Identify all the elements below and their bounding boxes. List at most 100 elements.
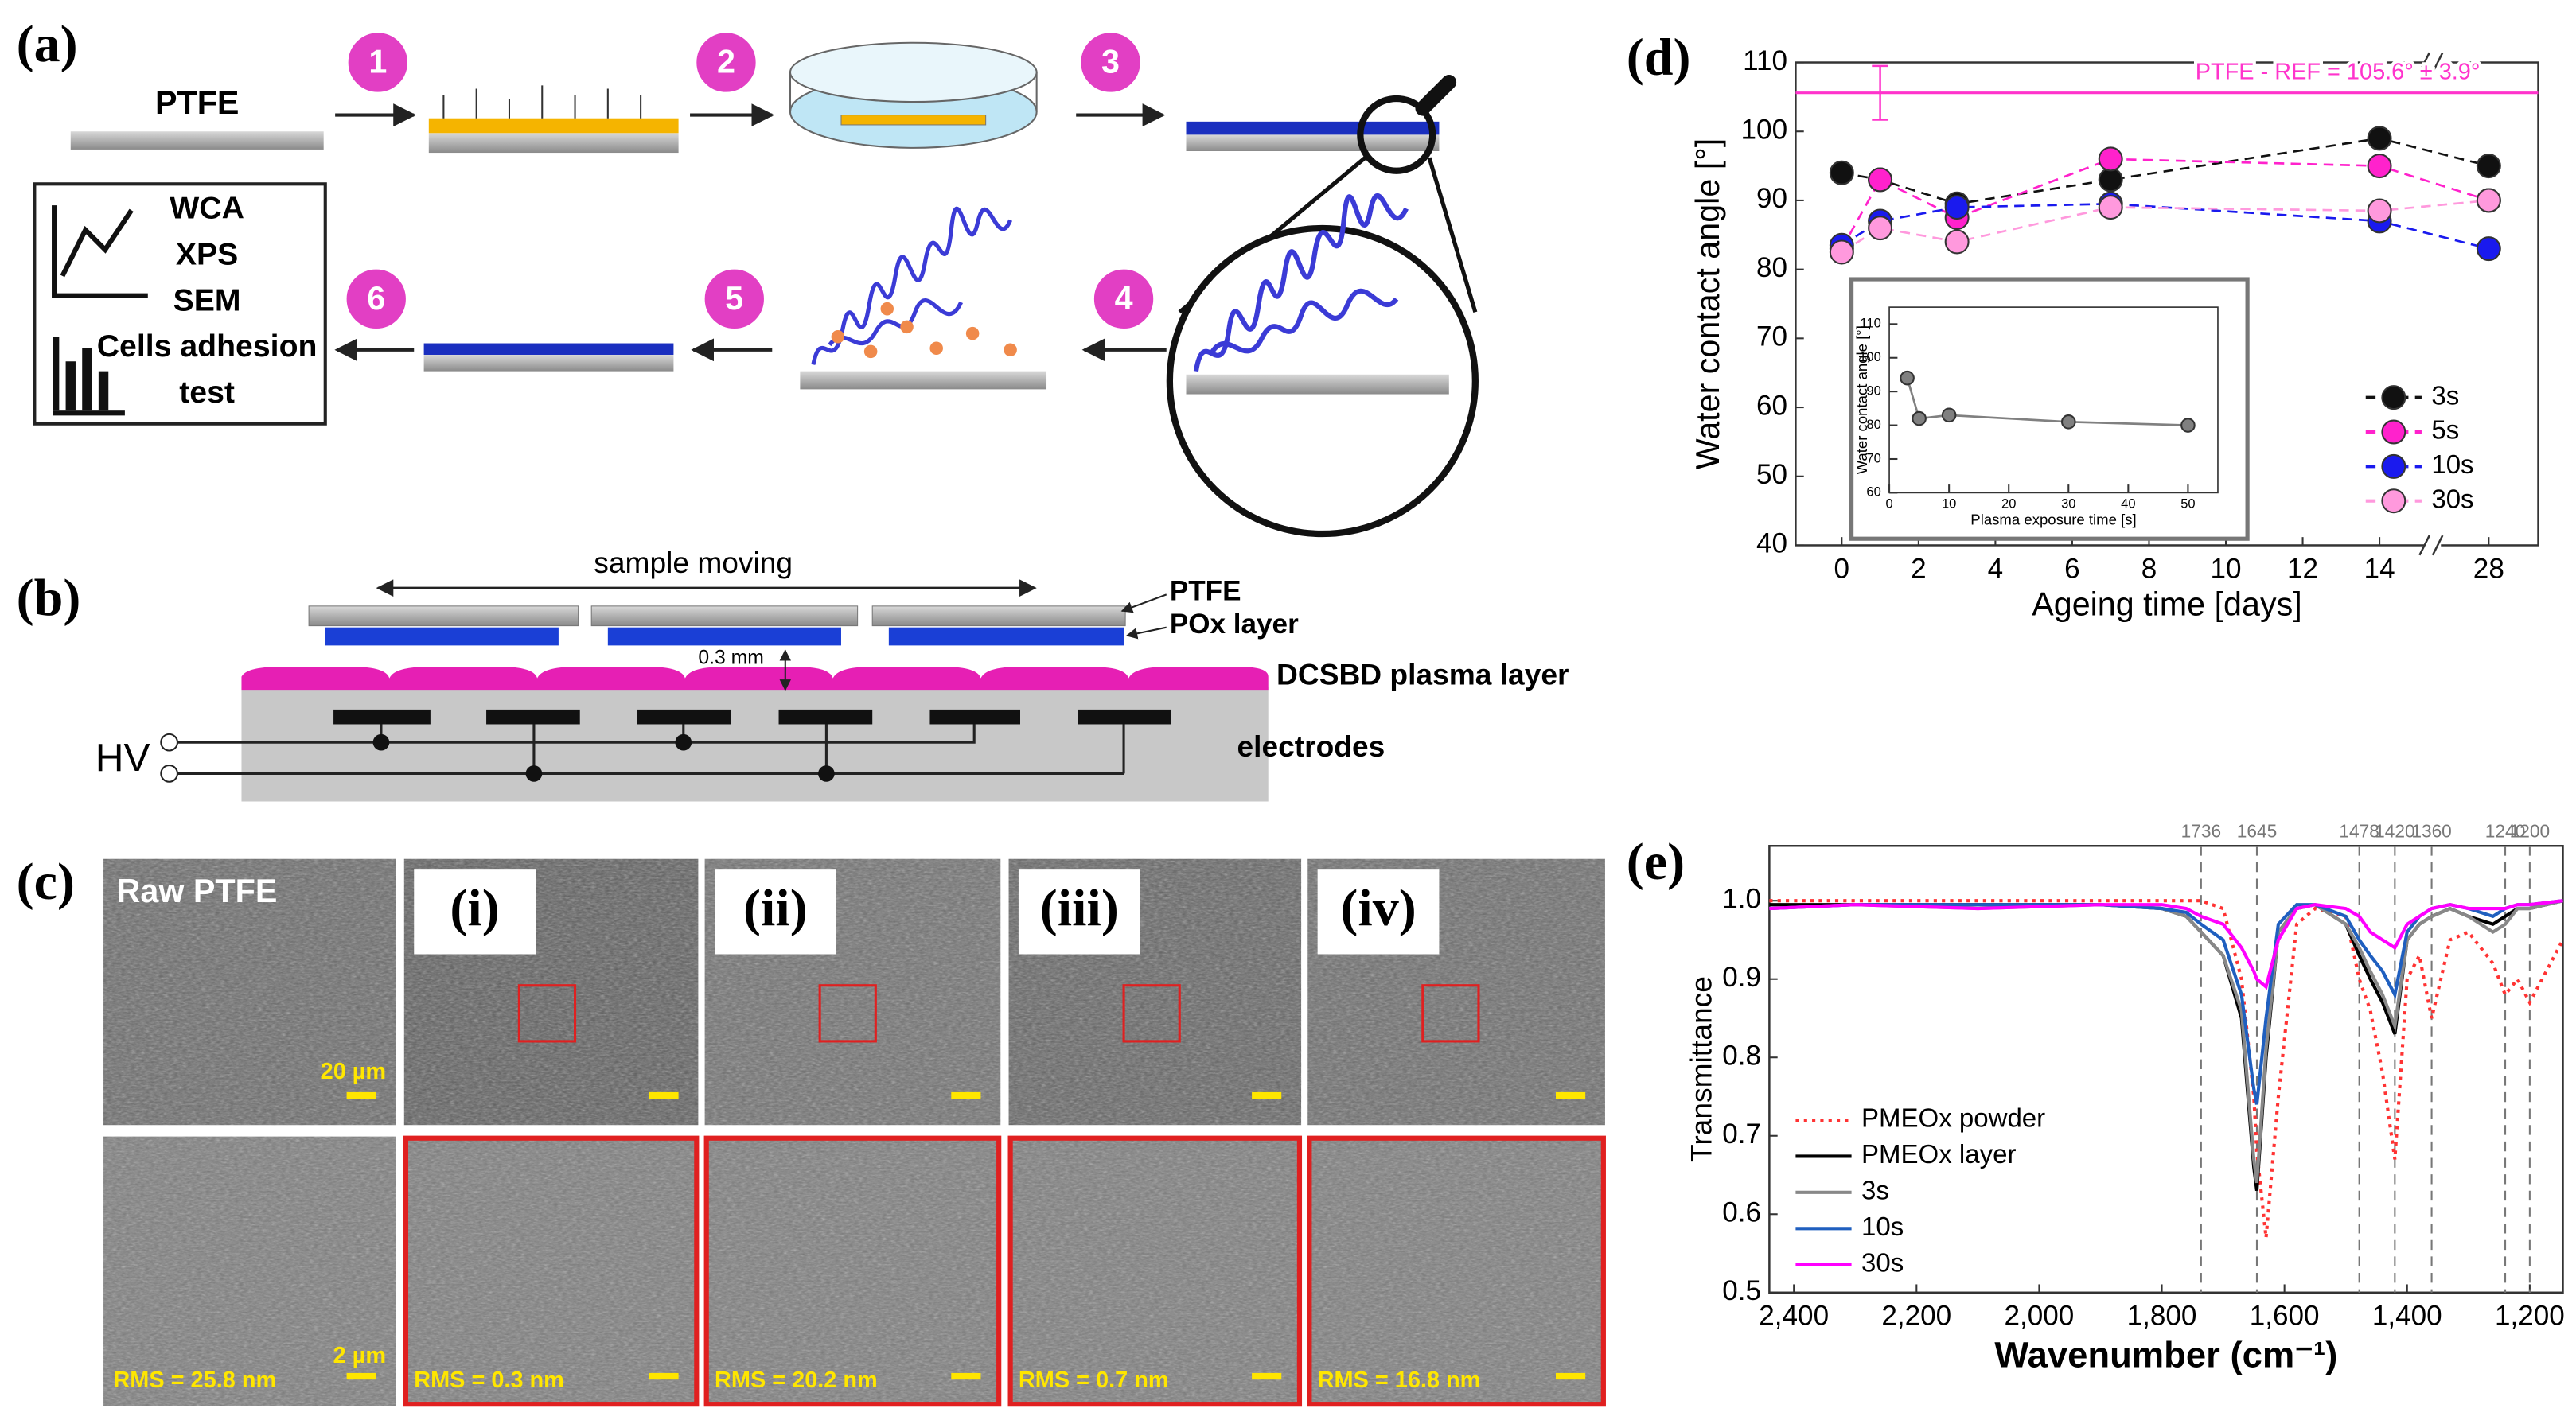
electrodes-label: electrodes [1237,730,1385,763]
data-point [1941,407,1957,423]
legend-label: 10s [2431,449,2473,479]
image-title: (ii) [743,879,808,937]
x-tick-label: 2,200 [1881,1301,1951,1332]
x-tick-label: 28 [2473,553,2504,584]
sem-texture [103,858,396,1126]
legend-label: 30s [2431,484,2473,513]
y-tick-label: 40 [1756,528,1787,559]
scale-bar [649,1091,679,1099]
inset-frame [1849,277,2250,541]
x-tick-label: 10 [1942,497,1956,512]
rms-label: RMS = 20.2 nm [715,1368,878,1393]
scale-bar [951,1091,981,1099]
legend-marker [2381,385,2406,410]
x-tick-label: 40 [2121,497,2135,512]
step-number: 5 [725,280,743,317]
ptfe-sheet [70,131,324,150]
sem-texture [403,1136,699,1406]
scale-bar [1252,1091,1282,1099]
panel-b: (b) sample moving PTFE POx layer 0.3 mm … [17,546,1569,802]
electrodes [333,709,1171,725]
reference-error-bar [1872,64,1888,121]
y-tick-label: 60 [1756,390,1787,421]
series-line [1769,899,2563,1184]
analysis-item: test [179,375,235,410]
data-point [1868,167,1893,193]
x-tick-label: 1,800 [2127,1301,2197,1332]
y-tick-label: 0.6 [1722,1197,1761,1228]
scale-bar [346,1091,376,1099]
data-point [2367,126,2392,151]
terminal [160,733,178,752]
data-point [1829,160,1854,185]
legend-label: 3s [2431,380,2459,410]
y-tick-label: 80 [1756,252,1787,283]
scale-bar [1555,1372,1586,1380]
data-point [2476,236,2501,262]
data-point [2180,418,2196,433]
sheet [428,133,679,154]
x-tick-label: 0 [1885,497,1892,512]
reference-label: 1736 [2181,821,2221,842]
zoom-frame [1307,1135,1606,1407]
y-tick-label: 110 [1860,317,1880,331]
y-tick-label: 1.0 [1722,883,1761,914]
reference-label: 1420 [2375,821,2414,842]
pointer [1125,626,1167,640]
data-point [2367,154,2392,179]
y-tick-label: 90 [1756,183,1787,214]
bar-icon [53,337,125,416]
scale-bar [649,1372,679,1380]
sem-texture [1008,1136,1302,1406]
dielectric [241,687,1269,802]
y-tick-label: 100 [1741,114,1788,145]
gap-label: 0.3 mm [698,647,764,668]
zoom-frame [703,1135,1002,1407]
axis-break [2418,535,2444,556]
step-number: 1 [368,43,387,80]
legend-marker [2381,453,2406,479]
plasma-label: DCSBD plasma layer [1276,657,1569,691]
step-badge [345,29,411,95]
sem-texture [103,1136,396,1406]
wiring [177,724,1125,775]
x-tick-label: 6 [2064,553,2080,584]
sample [840,115,987,126]
ptfe-label: PTFE [155,84,239,121]
chart-icon [52,205,148,298]
y-tick-label: 0.9 [1722,962,1761,993]
pox-layer [1186,121,1440,135]
legend-label: 30s [1861,1247,1904,1277]
ptfe-sample [590,605,859,627]
data-point [2098,146,2123,172]
zoom-region [818,984,877,1043]
x-tick-label: 2 [1911,553,1927,584]
y-tick-label: 80 [1866,418,1880,432]
x-tick-label: 1,200 [2495,1301,2565,1332]
legend-label: 3s [1861,1176,1889,1205]
step-badge [693,29,759,95]
step-number: 3 [1101,43,1120,80]
panel-label: (d) [1627,29,1691,87]
petri-wall [789,72,1038,112]
image-title: (iii) [1040,879,1119,937]
series-line [1841,137,2489,205]
x-axis-label: Wavenumber (cm⁻¹) [1994,1334,2337,1375]
rms-label: RMS = 0.3 nm [414,1368,564,1393]
data-point [2476,188,2501,213]
x-axis-label: Ageing time [days] [2032,586,2301,622]
reference-label: 1360 [2411,821,2451,842]
sheet [423,354,674,372]
data-point [1912,410,1927,426]
series-line [1769,899,2563,990]
y-tick-label: 0.8 [1722,1040,1761,1071]
chart: (e) 1.0 0.9 0.8 0.7 0.6 0.52,400 2,200 2,000 1,80… [1627,821,2565,1375]
polymer-chains [1193,193,1409,372]
terminal [160,765,178,783]
hv-label: HV [95,736,150,780]
data-point [1829,239,1854,265]
layer-label: POx layer [1170,609,1299,640]
